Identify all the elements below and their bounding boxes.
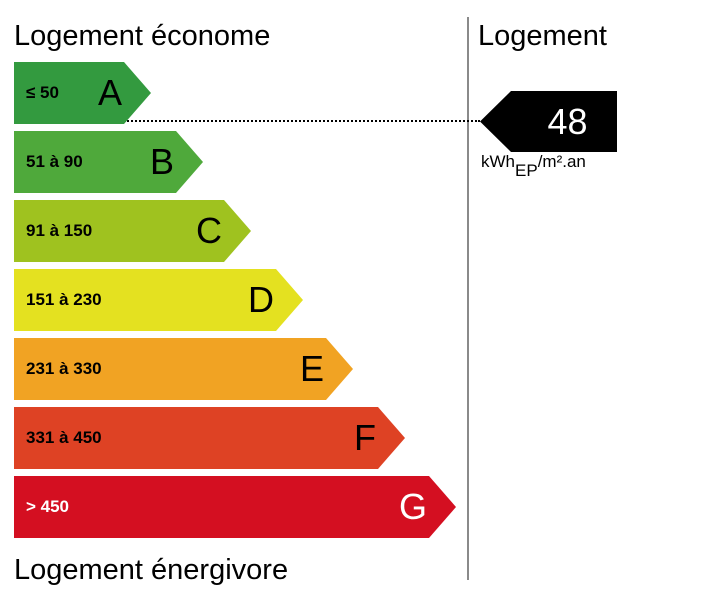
current-value: 48 bbox=[547, 101, 588, 142]
current-value-marker: 48 bbox=[480, 91, 617, 152]
band-arrow-shape bbox=[14, 62, 151, 124]
band-g: > 450 G bbox=[14, 476, 456, 538]
marker-arrow-shape bbox=[480, 91, 617, 152]
band-e: 231 à 330 E bbox=[14, 338, 353, 400]
band-letter: C bbox=[196, 210, 222, 251]
band-range-label: > 450 bbox=[26, 497, 70, 516]
label-energy-intensive-housing: Logement énergivore bbox=[14, 554, 289, 586]
band-letter: D bbox=[248, 279, 274, 320]
label-economical-housing: Logement économe bbox=[14, 20, 271, 52]
band-letter: A bbox=[97, 72, 122, 113]
band-range-label: 51 à 90 bbox=[26, 152, 83, 171]
band-arrow-shape bbox=[14, 407, 405, 469]
band-a: ≤ 50 A bbox=[14, 62, 151, 124]
band-arrow-shape bbox=[14, 269, 303, 331]
unit-main: kWh bbox=[481, 152, 515, 171]
band-arrow-shape bbox=[14, 200, 251, 262]
band-letter: E bbox=[299, 348, 324, 389]
band-f: 331 à 450 F bbox=[14, 407, 405, 469]
band-range-label: 91 à 150 bbox=[26, 221, 93, 240]
unit-label: kWhEP/m².an bbox=[481, 152, 586, 181]
dotted-pointer-line bbox=[124, 120, 480, 122]
band-arrow-shape bbox=[14, 338, 353, 400]
band-c: 91 à 150 C bbox=[14, 200, 251, 262]
band-letter: B bbox=[149, 141, 174, 182]
band-b: 51 à 90 B bbox=[14, 131, 203, 193]
band-range-label: ≤ 50 bbox=[26, 83, 59, 102]
label-housing: Logement bbox=[478, 20, 607, 52]
band-letter: G bbox=[398, 486, 427, 527]
band-arrow-shape bbox=[14, 131, 203, 193]
band-letter: F bbox=[354, 417, 376, 458]
band-range-label: 231 à 330 bbox=[26, 359, 102, 378]
unit-subscript: EP bbox=[515, 161, 538, 180]
unit-rest: /m².an bbox=[537, 152, 586, 171]
band-arrow-shape bbox=[14, 476, 456, 538]
vertical-divider bbox=[467, 17, 469, 580]
band-d: 151 à 230 D bbox=[14, 269, 303, 331]
band-range-label: 331 à 450 bbox=[26, 428, 102, 447]
band-range-label: 151 à 230 bbox=[26, 290, 102, 309]
